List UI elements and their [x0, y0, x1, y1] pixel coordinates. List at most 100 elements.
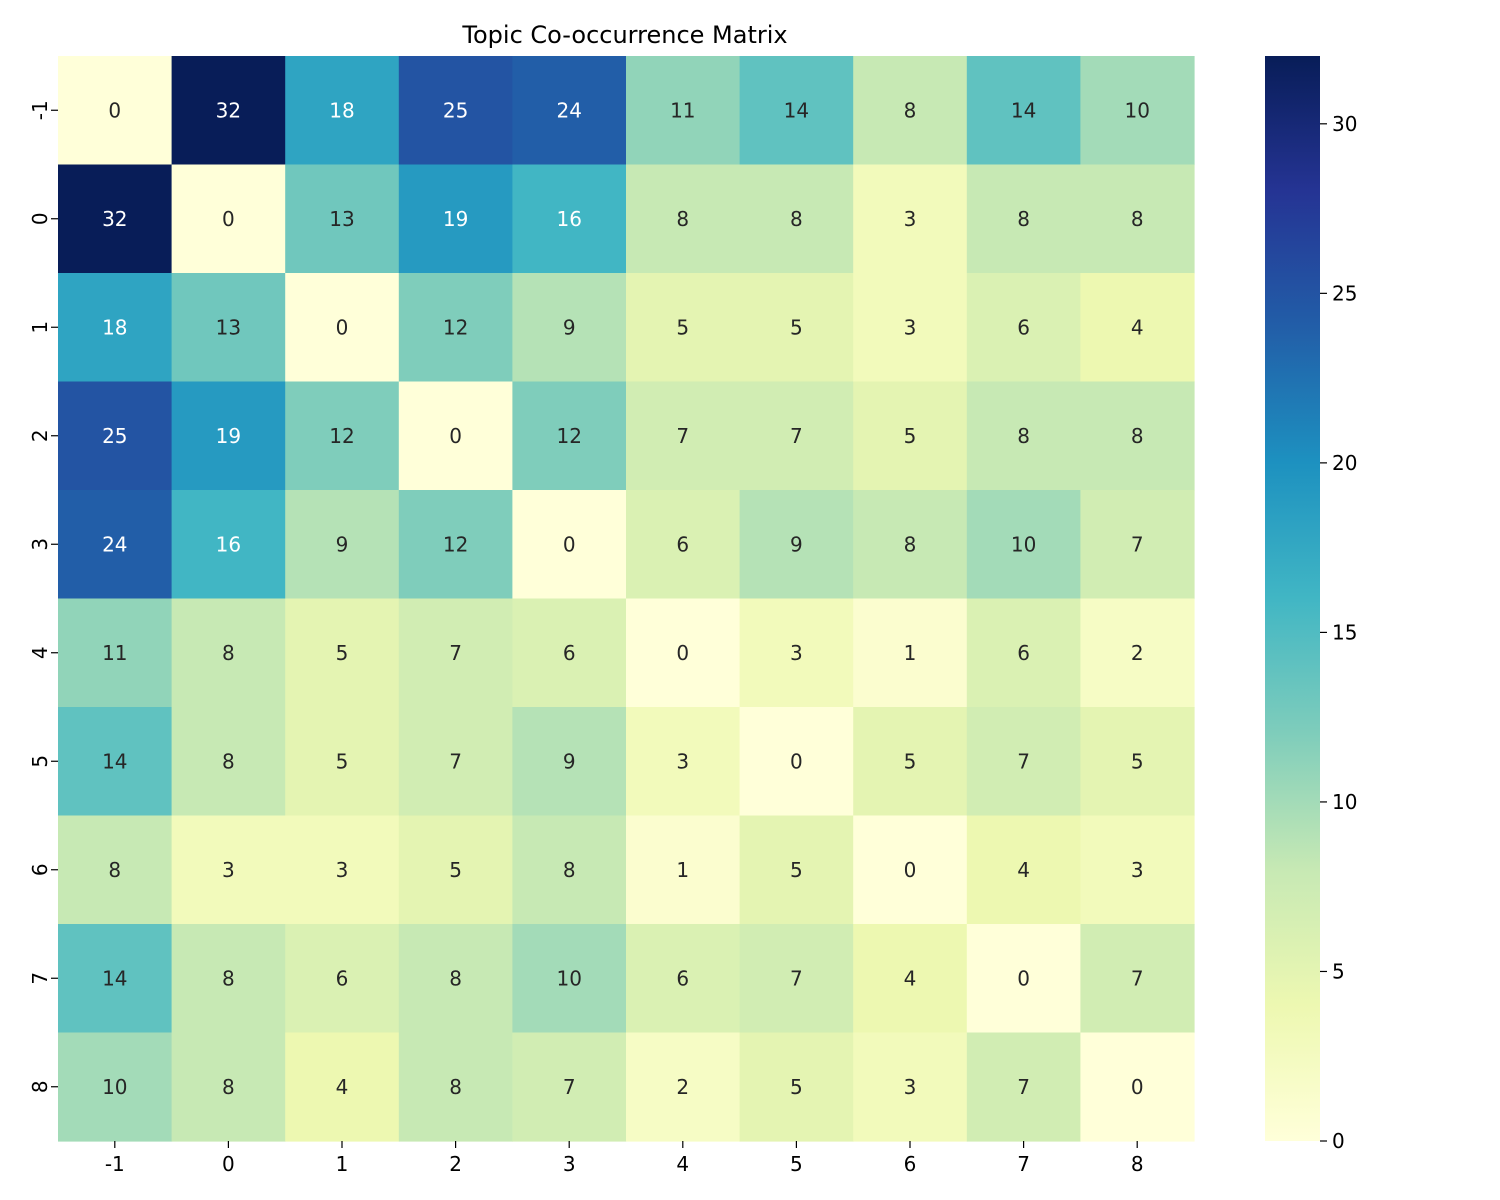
cell-value-label: 12 [556, 424, 581, 448]
heatmap-cell [966, 490, 1081, 600]
cell-value-label: 6 [1017, 315, 1030, 339]
heatmap-cell [739, 56, 854, 166]
heatmap-cell [398, 490, 513, 600]
heatmap-cell [1080, 924, 1195, 1034]
heatmap-cell [171, 490, 286, 600]
heatmap-cell [58, 924, 173, 1034]
heatmap-cell [739, 707, 854, 817]
heatmap-cell [626, 490, 741, 600]
y-tick-label: 3 [28, 538, 52, 551]
heatmap-cell [512, 707, 627, 817]
heatmap-cell [739, 815, 854, 925]
cell-value-label: 7 [676, 424, 689, 448]
heatmap-cell [285, 924, 400, 1034]
heatmap-cell [398, 815, 513, 925]
heatmap-cell [966, 164, 1081, 274]
heatmap-cell [512, 490, 627, 600]
heatmap-cell [58, 164, 173, 274]
heatmap-cell [512, 56, 627, 166]
chart-title: Topic Co-occurrence Matrix [461, 21, 787, 49]
cell-value-label: 0 [676, 641, 689, 665]
cell-value-label: 8 [563, 858, 576, 882]
y-axis: -1 0 1 2 3 4 5 6 7 8 [28, 100, 58, 1093]
heatmap-cell [58, 381, 173, 491]
heatmap-cell [171, 924, 286, 1034]
cell-value-label: 7 [790, 966, 803, 990]
cell-value-label: 19 [216, 424, 241, 448]
cell-value-label: 5 [336, 641, 349, 665]
heatmap-cell [966, 707, 1081, 817]
cell-value-label: 7 [563, 1075, 576, 1099]
heatmap-cell [398, 598, 513, 708]
cell-value-label: 6 [563, 641, 576, 665]
heatmap-cell [966, 56, 1081, 166]
heatmap-cell [853, 707, 968, 817]
cell-value-label: 10 [102, 1075, 127, 1099]
cell-value-label: 0 [108, 98, 121, 122]
x-tick-label: 2 [449, 1152, 462, 1176]
x-axis: -1 0 1 2 3 4 5 6 7 8 [105, 1141, 1144, 1176]
cell-value-label: 0 [790, 749, 803, 773]
colorbar: 0 5 10 15 20 25 30 [1265, 56, 1357, 1153]
cell-value-label: 7 [449, 641, 462, 665]
heatmap-cell [58, 815, 173, 925]
heatmap-cell [512, 381, 627, 491]
cell-value-label: 5 [904, 749, 917, 773]
cell-value-label: 14 [1011, 98, 1036, 122]
cell-value-label: 3 [904, 207, 917, 231]
heatmap-cell [1080, 598, 1195, 708]
heatmap-cell [739, 273, 854, 383]
y-tick-label: 7 [28, 972, 52, 985]
heatmap-cell [171, 164, 286, 274]
colorbar-tick-label: 20 [1332, 451, 1357, 475]
cell-value-label: 7 [1017, 749, 1030, 773]
heatmap-cell [171, 56, 286, 166]
x-tick-label: 3 [563, 1152, 576, 1176]
cell-value-label: 16 [216, 532, 241, 556]
cell-value-label: 4 [336, 1075, 349, 1099]
heatmap-cell [398, 164, 513, 274]
cell-value-label: 18 [329, 98, 354, 122]
cell-value-label: 7 [1017, 1075, 1030, 1099]
cell-value-label: 6 [676, 532, 689, 556]
cell-value-label: 32 [102, 207, 127, 231]
cell-value-label: 5 [336, 749, 349, 773]
x-tick-label: 1 [336, 1152, 349, 1176]
heatmap-cell [966, 273, 1081, 383]
cell-value-label: 5 [790, 858, 803, 882]
heatmap-cell [58, 273, 173, 383]
heatmap-cell [739, 1032, 854, 1142]
cell-value-label: 25 [443, 98, 468, 122]
heatmap-cell [171, 598, 286, 708]
x-tick-label: 4 [676, 1152, 689, 1176]
heatmap-cell [626, 164, 741, 274]
cell-value-label: 12 [443, 532, 468, 556]
cell-value-label: 4 [904, 966, 917, 990]
cell-value-label: 16 [556, 207, 581, 231]
cell-value-label: 8 [222, 749, 235, 773]
cell-value-label: 8 [676, 207, 689, 231]
heatmap-cells [58, 56, 1195, 1142]
cell-value-label: 12 [329, 424, 354, 448]
x-tick-label: 5 [790, 1152, 803, 1176]
cell-value-label: 11 [670, 98, 695, 122]
cell-value-label: 8 [108, 858, 121, 882]
heatmap-cell [739, 164, 854, 274]
heatmap-cell [398, 1032, 513, 1142]
cell-value-label: 9 [563, 315, 576, 339]
cell-value-label: 8 [904, 98, 917, 122]
heatmap-cell [171, 1032, 286, 1142]
cell-value-label: 9 [563, 749, 576, 773]
cell-value-label: 7 [1131, 966, 1144, 990]
heatmap-cell [1080, 815, 1195, 925]
colorbar-tick-label: 15 [1332, 620, 1357, 644]
heatmap-cell [512, 598, 627, 708]
heatmap-cell [626, 381, 741, 491]
cell-value-label: 3 [1131, 858, 1144, 882]
cell-value-label: 9 [336, 532, 349, 556]
heatmap-cell [739, 490, 854, 600]
heatmap-cell [285, 490, 400, 600]
heatmap-cell [853, 815, 968, 925]
heatmap-cell [398, 707, 513, 817]
